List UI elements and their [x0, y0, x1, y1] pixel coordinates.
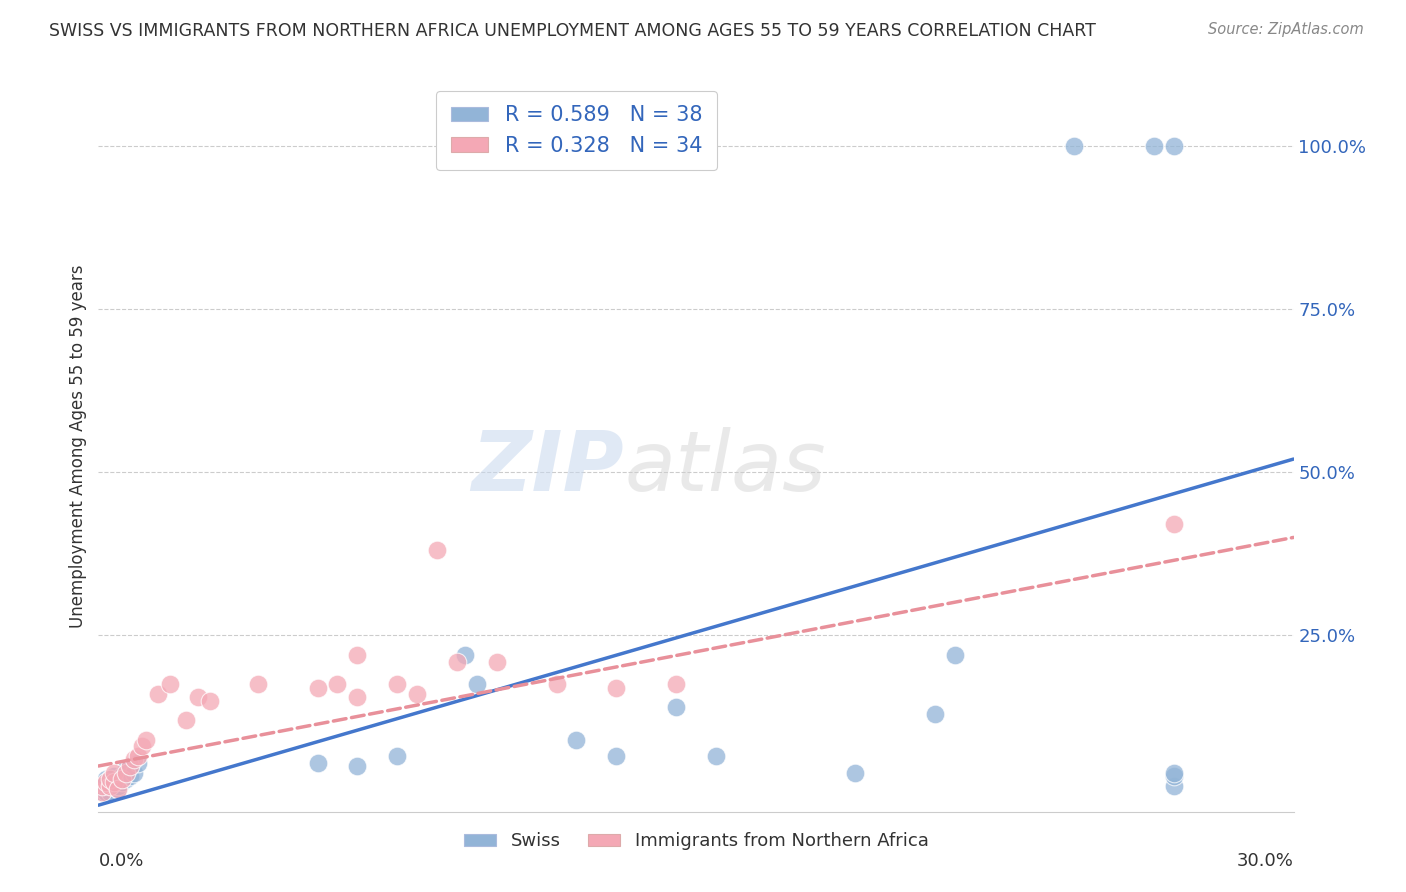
- Point: [246, 677, 269, 691]
- Point: [426, 543, 449, 558]
- Point: [385, 677, 409, 691]
- Point: [454, 648, 477, 662]
- Point: [605, 681, 627, 695]
- Point: [546, 677, 568, 691]
- Point: [446, 655, 468, 669]
- Point: [98, 785, 122, 799]
- Point: [103, 775, 125, 789]
- Point: [98, 772, 122, 786]
- Point: [91, 785, 114, 799]
- Point: [1163, 138, 1185, 153]
- Point: [385, 749, 409, 764]
- Point: [1143, 138, 1166, 153]
- Point: [485, 655, 508, 669]
- Point: [1063, 138, 1085, 153]
- Text: atlas: atlas: [624, 427, 825, 508]
- Point: [98, 779, 122, 793]
- Point: [111, 775, 134, 789]
- Point: [187, 690, 209, 705]
- Point: [924, 706, 946, 721]
- Point: [107, 779, 129, 793]
- Point: [1163, 765, 1185, 780]
- Point: [96, 772, 118, 786]
- Point: [135, 732, 157, 747]
- Point: [406, 687, 429, 701]
- Text: 0.0%: 0.0%: [98, 852, 143, 870]
- Point: [98, 779, 122, 793]
- Point: [465, 677, 488, 691]
- Point: [124, 752, 146, 766]
- Y-axis label: Unemployment Among Ages 55 to 59 years: Unemployment Among Ages 55 to 59 years: [69, 264, 87, 628]
- Point: [111, 772, 134, 786]
- Point: [107, 781, 129, 796]
- Point: [115, 765, 138, 780]
- Text: SWISS VS IMMIGRANTS FROM NORTHERN AFRICA UNEMPLOYMENT AMONG AGES 55 TO 59 YEARS : SWISS VS IMMIGRANTS FROM NORTHERN AFRICA…: [49, 22, 1097, 40]
- Point: [120, 759, 142, 773]
- Point: [198, 694, 221, 708]
- Text: Source: ZipAtlas.com: Source: ZipAtlas.com: [1208, 22, 1364, 37]
- Point: [565, 732, 588, 747]
- Point: [326, 677, 349, 691]
- Point: [174, 714, 197, 728]
- Point: [111, 769, 134, 783]
- Point: [1163, 517, 1185, 532]
- Point: [103, 779, 125, 793]
- Text: 30.0%: 30.0%: [1237, 852, 1294, 870]
- Point: [665, 677, 688, 691]
- Point: [131, 739, 153, 754]
- Point: [127, 749, 149, 764]
- Point: [91, 785, 114, 799]
- Point: [148, 687, 170, 701]
- Point: [1163, 769, 1185, 783]
- Point: [115, 762, 138, 776]
- Point: [124, 765, 146, 780]
- Point: [704, 749, 727, 764]
- Point: [665, 700, 688, 714]
- Point: [120, 769, 142, 783]
- Point: [1163, 779, 1185, 793]
- Point: [307, 756, 329, 770]
- Point: [96, 785, 118, 799]
- Point: [103, 765, 125, 780]
- Point: [115, 772, 138, 786]
- Point: [98, 772, 122, 786]
- Point: [96, 779, 118, 793]
- Point: [96, 775, 118, 789]
- Point: [107, 781, 129, 796]
- Point: [943, 648, 966, 662]
- Text: ZIP: ZIP: [471, 427, 624, 508]
- Point: [91, 779, 114, 793]
- Point: [127, 756, 149, 770]
- Legend: Swiss, Immigrants from Northern Africa: Swiss, Immigrants from Northern Africa: [457, 825, 935, 857]
- Point: [103, 769, 125, 783]
- Point: [605, 749, 627, 764]
- Point: [120, 759, 142, 773]
- Point: [91, 779, 114, 793]
- Point: [346, 648, 368, 662]
- Point: [159, 677, 181, 691]
- Point: [346, 690, 368, 705]
- Point: [307, 681, 329, 695]
- Point: [346, 759, 368, 773]
- Point: [844, 765, 866, 780]
